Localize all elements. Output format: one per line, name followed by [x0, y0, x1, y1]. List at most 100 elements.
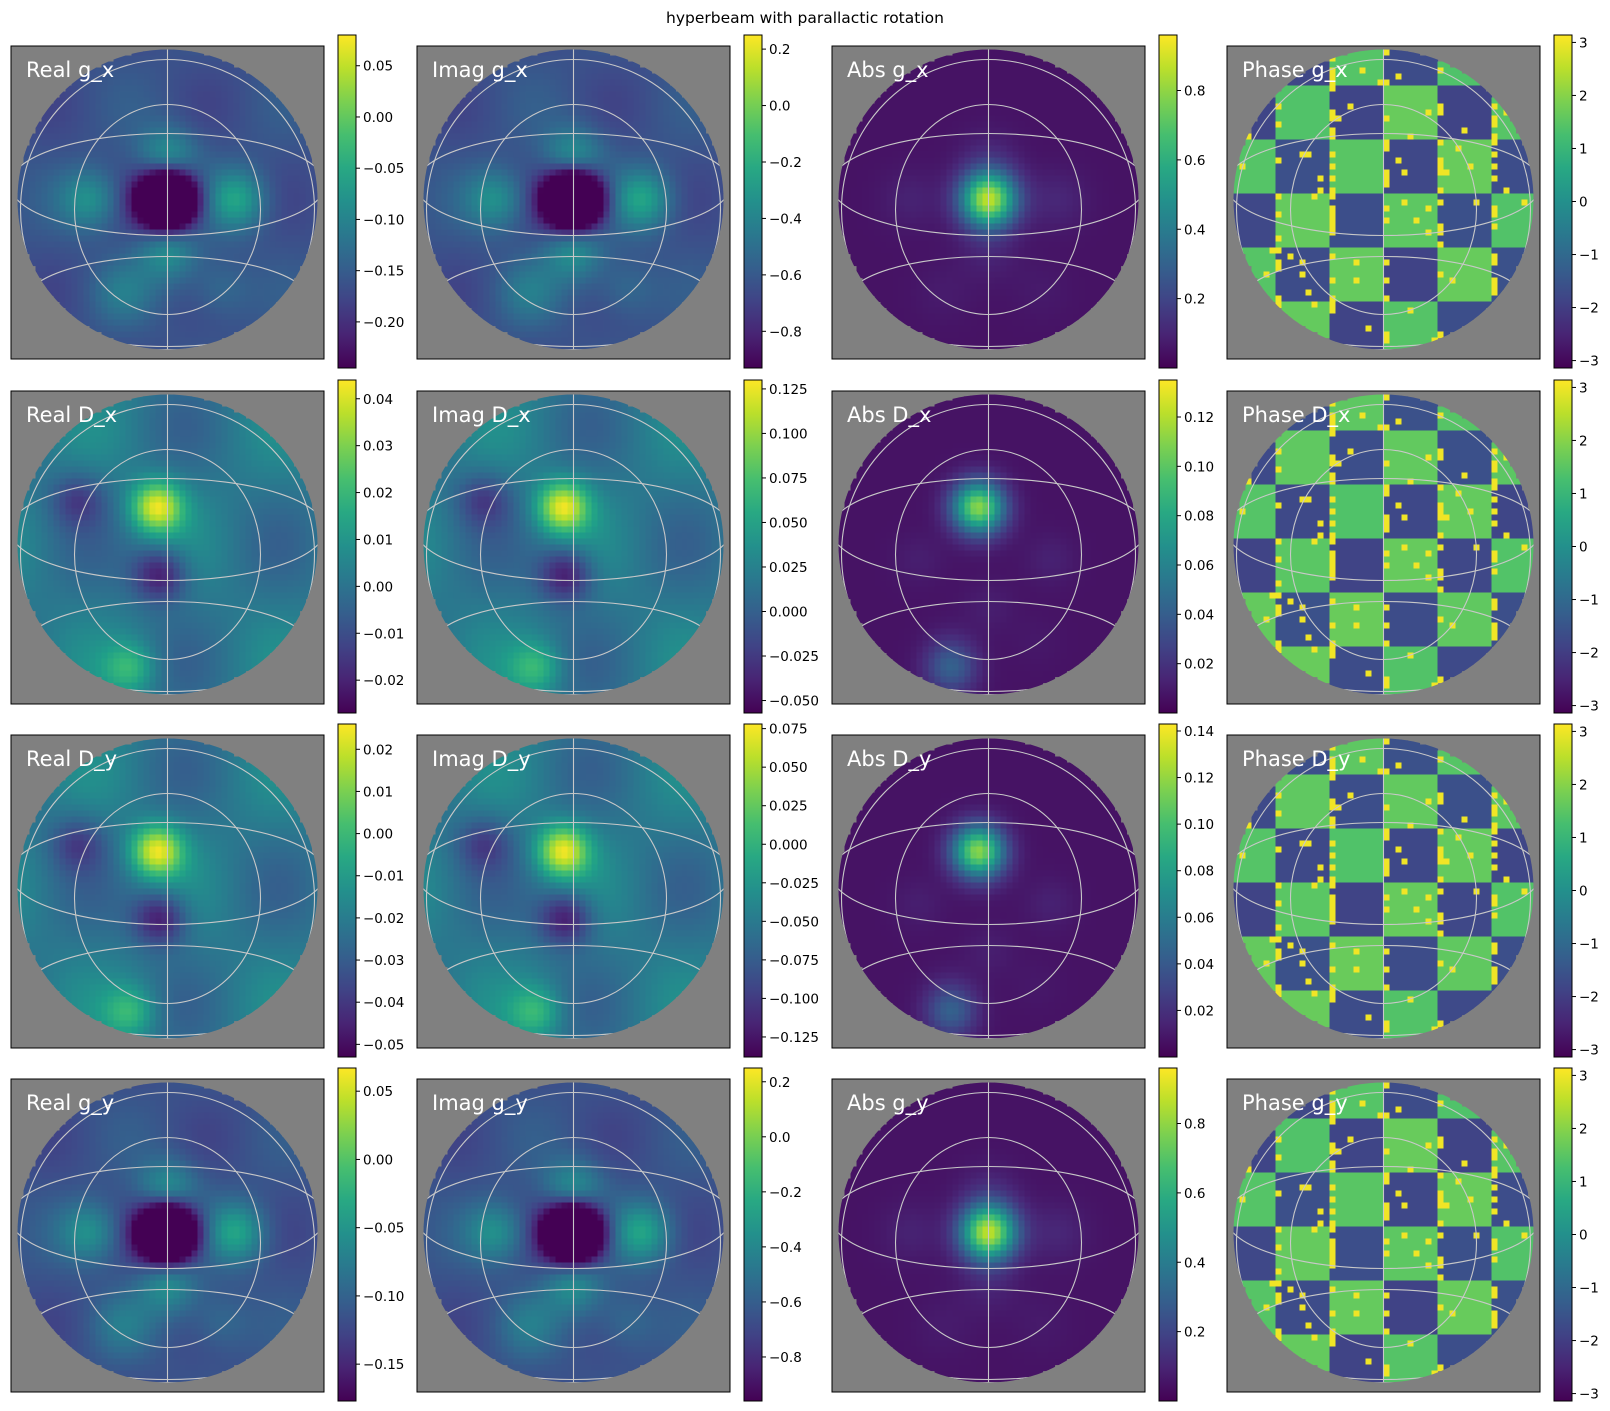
colorbar: 0.2 0.0 −0.2 −0.4 −0.6 −0.8 — [743, 1067, 802, 1402]
graticule — [423, 738, 724, 1039]
colorbar-tick-label: −0.05 — [363, 1037, 404, 1053]
panel-label: Imag g_x — [432, 58, 528, 83]
panel-real-d-x: Real D_x 0.04 0.03 0.02 0.01 0.00 −0.01 −0.02 — [10, 379, 404, 714]
colorbar-gradient — [337, 379, 357, 714]
colorbar-tick-label: 1 — [1579, 1174, 1588, 1190]
colorbar-tick-label: 0.01 — [363, 532, 393, 548]
axes-frame — [831, 390, 1146, 705]
colorbar-tick-label: −0.025 — [769, 649, 819, 665]
meridian-arc — [425, 403, 722, 695]
panel-imag-g-y: Imag g_y 0.2 0.0 −0.2 −0.4 −0.6 −0.8 — [416, 1067, 802, 1402]
panel-label: Phase g_y — [1242, 1091, 1348, 1116]
colorbar-gradient — [337, 723, 357, 1058]
colorbar-tick-label: 0.08 — [1184, 864, 1214, 880]
meridian-arc — [840, 403, 1137, 695]
panel-label: Phase g_x — [1242, 58, 1348, 83]
colorbar-tick-label: 1 — [1579, 141, 1588, 157]
colorbar-tick-label: 0.6 — [1184, 153, 1205, 169]
colorbar-tick-label: 0 — [1579, 540, 1588, 556]
meridian-arc — [840, 58, 1137, 350]
colorbar-tick-label: 2 — [1579, 1121, 1588, 1137]
colorbar-tick-label: −0.6 — [769, 268, 802, 284]
colorbar-tick-label: 2 — [1579, 777, 1588, 793]
colorbar-tick-label: 0.00 — [363, 827, 393, 843]
panel-real-g-x: Real g_x 0.05 0.00 −0.05 −0.10 −0.15 −0.20 — [10, 34, 404, 369]
colorbar: 0.05 0.00 −0.05 −0.10 −0.15 — [337, 1067, 404, 1402]
graticule — [1233, 49, 1534, 350]
colorbar-tick-label: −0.04 — [363, 995, 404, 1011]
colorbar: 0.2 0.0 −0.2 −0.4 −0.6 −0.8 — [743, 34, 802, 369]
colorbar-tick-label: 0.04 — [363, 392, 393, 408]
parallel-arc — [1233, 477, 1534, 582]
colorbar-tick-label: 0.06 — [1184, 910, 1214, 926]
meridian-arc — [425, 1091, 722, 1383]
axes-frame — [10, 1078, 325, 1393]
axes-frame — [831, 734, 1146, 1049]
meridian-arc — [73, 103, 262, 316]
meridian-arc — [1235, 58, 1532, 350]
colorbar-gradient — [1158, 1067, 1178, 1402]
colorbar-gradient — [743, 34, 763, 369]
colorbar-tick-label: 1 — [1579, 486, 1588, 502]
graticule — [1233, 738, 1534, 1039]
colorbar-tick-label: 0.14 — [1184, 724, 1214, 740]
colorbar: 0.05 0.00 −0.05 −0.10 −0.15 −0.20 — [337, 34, 404, 369]
colorbar-tick-label: 1 — [1579, 830, 1588, 846]
graticule — [17, 394, 318, 695]
meridian-arc — [894, 448, 1083, 661]
colorbar-tick-label: −0.20 — [363, 315, 404, 331]
colorbar-gradient — [743, 723, 763, 1058]
axes-frame — [10, 734, 325, 1049]
colorbar-tick-label: −0.4 — [769, 211, 802, 227]
colorbar-tick-label: 0.10 — [1184, 817, 1214, 833]
colorbar-tick-label: 0.01 — [363, 784, 393, 800]
heatmap-image — [838, 1082, 1139, 1383]
meridian-arc — [479, 792, 668, 1005]
panel-label: Abs g_y — [847, 1091, 929, 1116]
heatmap-image — [17, 738, 318, 1039]
axes-frame — [416, 1078, 731, 1393]
parallel-arc — [1233, 1165, 1534, 1270]
heatmap-image — [17, 394, 318, 695]
panel-real-g-y: Real g_y 0.05 0.00 −0.05 −0.10 −0.15 — [10, 1067, 404, 1402]
colorbar-tick-label: 0.08 — [1184, 509, 1214, 525]
colorbar-tick-label: 0.12 — [1184, 410, 1214, 426]
axes-frame — [416, 390, 731, 705]
panel-phase-g-x: Phase g_x 3 2 1 0 −1 −2 −3 — [1226, 34, 1599, 370]
meridian-arc — [479, 1136, 668, 1349]
colorbar-tick-label: −2 — [1579, 301, 1599, 317]
meridian-arc — [894, 103, 1083, 316]
colorbar-tick-label: −2 — [1579, 646, 1599, 662]
parallel-arc — [423, 477, 724, 582]
figure-title: hyperbeam with parallactic rotation — [666, 9, 944, 27]
axes-frame — [831, 1078, 1146, 1393]
colorbar-tick-label: −1 — [1579, 937, 1599, 953]
colorbar-tick-label: −0.2 — [769, 155, 802, 171]
colorbar-tick-label: 0.04 — [1184, 607, 1214, 623]
colorbar: 0.075 0.050 0.025 0.000 −0.025 −0.050 −0.075 −0… — [743, 722, 819, 1058]
colorbar-tick-label: 0.10 — [1184, 459, 1214, 475]
colorbar-tick-label: −3 — [1579, 1043, 1599, 1059]
colorbar-tick-label: 0.100 — [769, 426, 808, 442]
colorbar-tick-label: 0.0 — [769, 99, 790, 115]
meridian-arc — [73, 1136, 262, 1349]
colorbar-tick-label: 0.02 — [1184, 657, 1214, 673]
heatmap-image — [1233, 738, 1534, 1039]
colorbar-tick-label: 3 — [1579, 1068, 1588, 1084]
axes-frame — [10, 390, 325, 705]
meridian-arc — [894, 1136, 1083, 1349]
colorbar-tick-label: 0.06 — [1184, 558, 1214, 574]
axes-frame — [10, 45, 325, 360]
colorbar-tick-label: −1 — [1579, 1281, 1599, 1297]
colorbar-tick-label: 0.075 — [769, 722, 808, 738]
parallel-arc — [17, 477, 318, 582]
parallel-arc — [838, 821, 1139, 926]
colorbar-tick-label: 0.05 — [363, 1084, 393, 1100]
parallel-arc — [17, 132, 318, 237]
meridian-arc — [1289, 1136, 1478, 1349]
parallel-arc — [838, 132, 1139, 237]
panel-label: Abs D_y — [847, 747, 931, 772]
colorbar-tick-label: −0.025 — [769, 876, 819, 892]
panel-phase-d-x: Phase D_x 3 2 1 0 −1 −2 −3 — [1226, 379, 1599, 715]
